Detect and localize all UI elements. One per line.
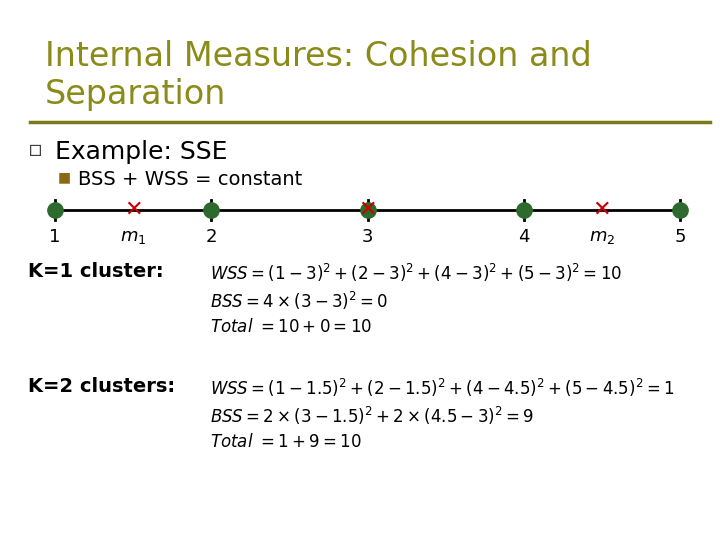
Text: $m_2$: $m_2$	[589, 228, 615, 246]
Text: 3: 3	[361, 228, 373, 246]
Text: Internal Measures: Cohesion and: Internal Measures: Cohesion and	[45, 40, 592, 73]
Text: $\mathit{BSS}= 4\times(3-3)^2=0$: $\mathit{BSS}= 4\times(3-3)^2=0$	[210, 290, 388, 312]
Text: $\mathit{WSS}= (1-3)^2+(2-3)^2+(4-3)^2+(5-3)^2=10$: $\mathit{WSS}= (1-3)^2+(2-3)^2+(4-3)^2+(…	[210, 262, 622, 284]
Text: K=1 cluster:: K=1 cluster:	[28, 262, 163, 281]
Text: $\mathit{WSS}= (1-1.5)^2+(2-1.5)^2+(4-4.5)^2+(5-4.5)^2=1$: $\mathit{WSS}= (1-1.5)^2+(2-1.5)^2+(4-4.…	[210, 377, 675, 399]
Text: $\mathit{Total}\ =10+0=10$: $\mathit{Total}\ =10+0=10$	[210, 318, 372, 336]
Text: BSS + WSS = constant: BSS + WSS = constant	[78, 170, 302, 189]
Text: 5: 5	[674, 228, 685, 246]
Text: Separation: Separation	[45, 78, 226, 111]
Text: ✕: ✕	[593, 200, 611, 220]
Text: ▫: ▫	[28, 140, 43, 160]
Text: K=2 clusters:: K=2 clusters:	[28, 377, 175, 396]
Text: Example: SSE: Example: SSE	[55, 140, 228, 164]
Text: 4: 4	[518, 228, 529, 246]
Text: $m_1$: $m_1$	[120, 228, 146, 246]
Text: 2: 2	[205, 228, 217, 246]
Text: $\mathit{BSS}= 2\times(3-1.5)^2+2\times(4.5-3)^2=9$: $\mathit{BSS}= 2\times(3-1.5)^2+2\times(…	[210, 405, 534, 427]
Text: ✕: ✕	[124, 200, 143, 220]
Text: $\mathit{Total}\ =1+9=10$: $\mathit{Total}\ =1+9=10$	[210, 433, 361, 451]
Text: ■: ■	[58, 170, 71, 184]
Text: ✕: ✕	[358, 200, 377, 220]
Text: 1: 1	[49, 228, 60, 246]
